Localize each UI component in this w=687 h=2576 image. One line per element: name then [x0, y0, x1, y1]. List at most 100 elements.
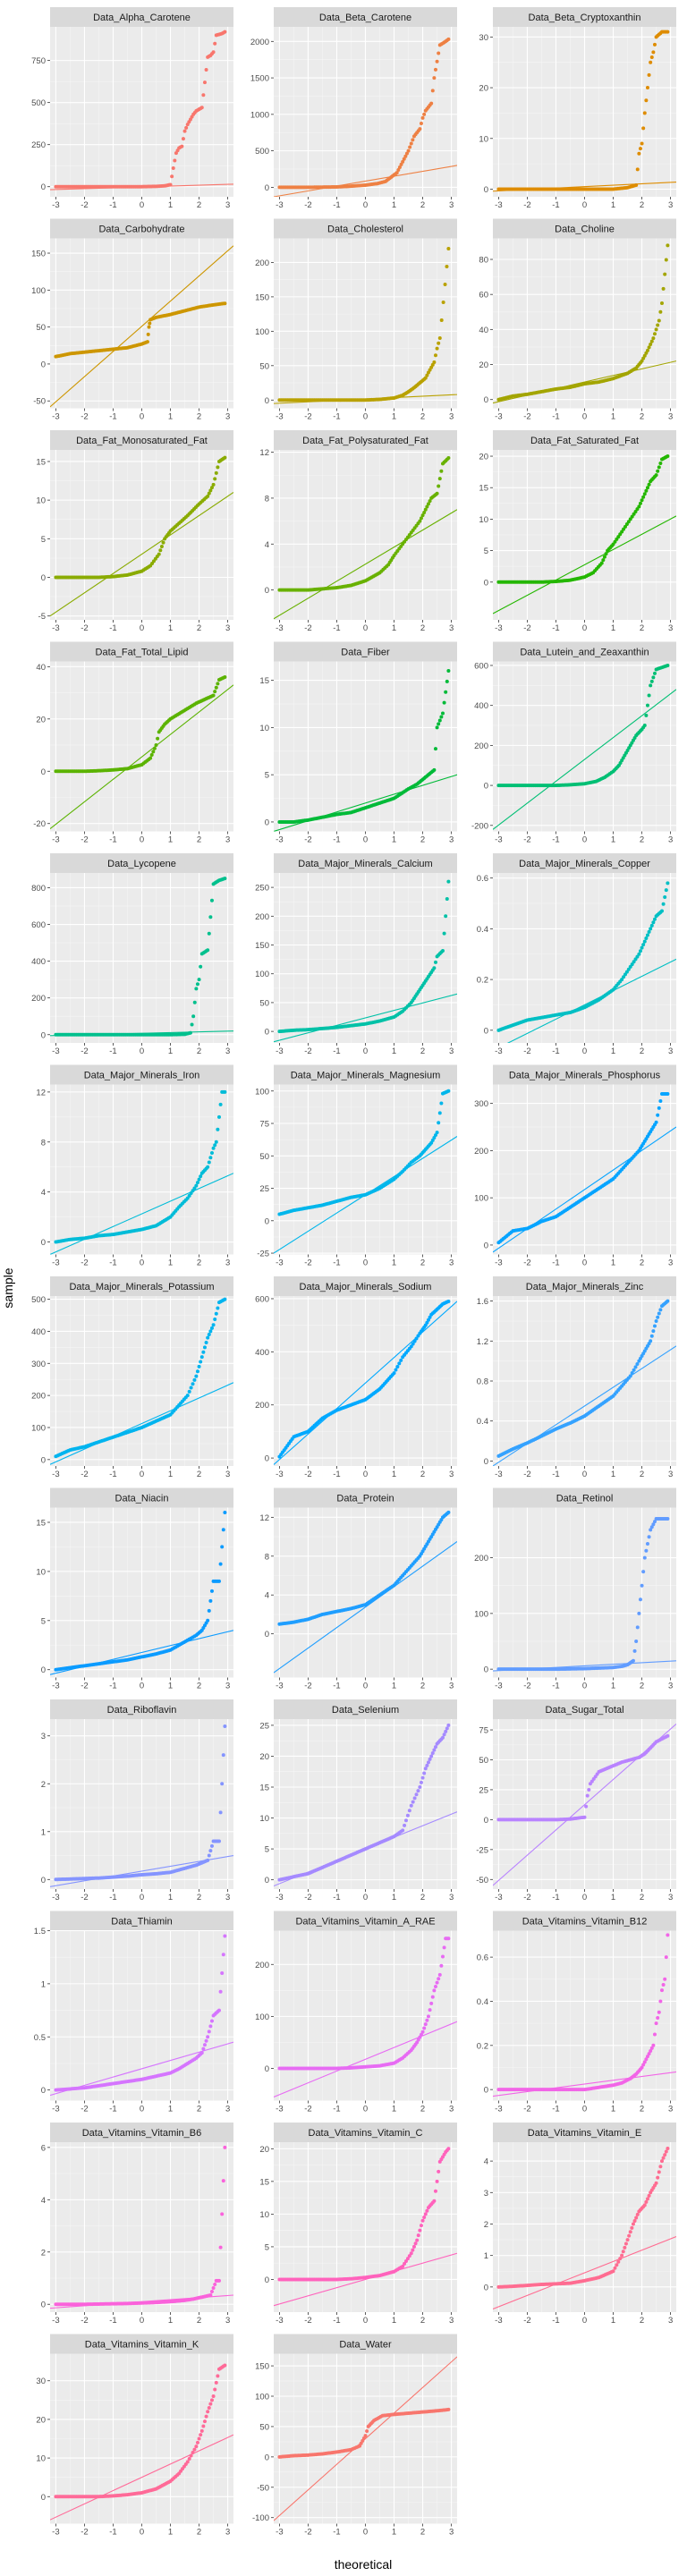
qq-point [644, 2057, 649, 2062]
x-tick-label: 3 [225, 412, 230, 422]
qq-point [645, 86, 649, 90]
y-axis-title: sample [1, 1267, 15, 1308]
qq-point [644, 713, 649, 717]
panel-contents [274, 1299, 457, 1465]
panel-contents [274, 1723, 457, 1887]
x-tick-label: 3 [225, 1893, 230, 1902]
qq-point [649, 1334, 654, 1338]
x-tick-label: -3 [52, 1258, 59, 1268]
qq-point [657, 465, 661, 470]
qq-point [214, 1140, 218, 1144]
x-tick-label: -3 [52, 2105, 59, 2114]
facet-strip [274, 2123, 457, 2142]
qq-point [663, 1977, 667, 1981]
qq-point [437, 718, 442, 723]
qq-point [209, 486, 214, 490]
qq-point [208, 1849, 213, 1853]
y-tick-label: 0 [484, 578, 488, 588]
x-tick-label: 3 [449, 1046, 454, 1056]
qq-point [446, 669, 451, 674]
y-tick-label: 8 [265, 1552, 269, 1562]
x-tick-label: -2 [304, 200, 311, 210]
x-tick-label: 2 [420, 1258, 425, 1268]
y-tick-label: 200 [255, 1401, 269, 1411]
qq-point [647, 482, 651, 487]
x-tick-label: -2 [304, 1258, 311, 1268]
x-tick-label: 3 [225, 1258, 230, 1268]
qq-point [426, 2014, 430, 2019]
qq-point [651, 1329, 656, 1334]
facet-strip [50, 641, 233, 662]
qq-point [429, 1754, 434, 1758]
facet-title: Data_Vitamins_Vitamin_A_RAE [295, 1917, 435, 1928]
y-tick-label: 15 [479, 484, 488, 494]
qq-point [184, 125, 189, 130]
qq-point [208, 488, 213, 493]
facet-panel: Data_Vitamins_Vitamin_B6 -3 -2 -1 0 1 2 3 0 2 4 6 [41, 2123, 233, 2326]
qq-point [626, 967, 631, 971]
qq-point [661, 1982, 666, 1987]
y-tick-label: 400 [255, 1348, 269, 1358]
facet-panel: Data_Major_Minerals_Sodium -3 -2 -1 0 1 2 3 0 200… [255, 1276, 457, 1479]
y-tick-label: 150 [255, 292, 269, 302]
qq-point [644, 351, 649, 355]
qq-point [633, 1365, 638, 1369]
y-tick-label: 2000 [250, 38, 269, 47]
panel-contents [274, 879, 457, 1043]
x-tick-label: 3 [449, 2105, 454, 2114]
qq-reference-line [493, 2071, 676, 2097]
qq-point [428, 1757, 432, 1761]
facet-strip [274, 7, 457, 27]
facet-title: Data_Lycopene [107, 859, 176, 869]
qq-point [642, 353, 647, 358]
qq-point [652, 1520, 657, 1524]
qq-point [649, 55, 654, 60]
x-tick-label: 0 [140, 412, 144, 422]
x-tick-label: -1 [552, 1046, 559, 1056]
facet-title: Data_Major_Minerals_Magnesium [291, 1071, 441, 1081]
qq-point [211, 1146, 216, 1150]
qq-point [170, 174, 174, 179]
facet-strip [50, 1064, 233, 1085]
facet-panel: Data_Major_Minerals_Phosphorus -3 -2 -1 0 1 2 3… [474, 1064, 676, 1268]
y-tick-label: 400 [31, 957, 46, 967]
x-tick-label: 3 [449, 412, 454, 422]
facet-panel: Data_Vitamins_Vitamin_C -3 -2 -1 0 1 2 3 0 5 10 15 2… [259, 2123, 457, 2326]
y-tick-label: -5 [38, 612, 46, 622]
qq-point [216, 465, 220, 470]
qq-point [411, 1342, 415, 1346]
qq-point [189, 1385, 193, 1390]
qq-point [223, 301, 227, 306]
qq-point [206, 1165, 210, 1169]
qq-point [192, 1186, 197, 1191]
qq-point [666, 1516, 670, 1521]
qq-point [641, 2063, 646, 2067]
y-tick-label: 15 [259, 2177, 269, 2187]
x-tick-label: -3 [495, 623, 502, 633]
x-tick-label: 2 [197, 623, 201, 633]
qq-point [659, 1988, 664, 1993]
x-tick-label: -3 [276, 2316, 283, 2326]
y-tick-label: 8 [265, 494, 269, 504]
y-tick-label: 200 [474, 1147, 488, 1157]
qq-point [647, 929, 651, 934]
qq-point [181, 137, 185, 141]
y-tick-label: 400 [31, 1327, 46, 1337]
qq-point [656, 323, 660, 327]
panel-contents [493, 1723, 676, 1886]
qq-point [189, 1191, 193, 1196]
x-tick-label: -3 [52, 1470, 59, 1479]
panel-contents [274, 247, 457, 404]
qq-point [658, 309, 663, 314]
qq-point [446, 1936, 451, 1941]
x-tick-label: 2 [197, 1470, 201, 1479]
x-tick-label: 0 [363, 623, 368, 633]
qq-point [220, 1782, 225, 1786]
x-tick-label: 3 [225, 1682, 230, 1691]
qq-point [437, 722, 441, 726]
x-tick-label: -3 [276, 412, 283, 422]
qq-point [654, 327, 658, 332]
x-tick-label: -1 [333, 2316, 340, 2326]
qq-point [411, 1800, 415, 1804]
qq-point [202, 1345, 207, 1350]
